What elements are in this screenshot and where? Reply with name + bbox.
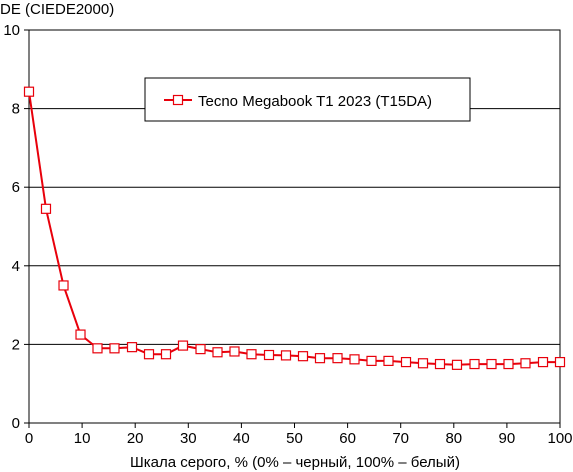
data-point [537, 356, 549, 368]
y-tick-label: 6 [12, 179, 20, 196]
data-point [58, 280, 69, 291]
data-point [383, 355, 394, 367]
series-group [23, 86, 566, 370]
data-point [469, 358, 480, 370]
data-point [349, 354, 360, 365]
x-tick-label: 100 [547, 430, 572, 447]
y-tick-label: 4 [12, 258, 20, 275]
y-axis-ticks: 0 2 4 6 8 10 [3, 22, 29, 432]
data-point [297, 351, 309, 362]
data-point [451, 359, 463, 370]
legend-marker [172, 94, 184, 106]
data-point [229, 346, 240, 357]
x-tick-label: 40 [233, 430, 250, 447]
x-axis-title: Шкала серого, % (0% – черный, 100% – бел… [130, 454, 460, 471]
x-tick-label: 10 [74, 430, 91, 447]
y-axis-title: DE (CIEDE2000) [0, 1, 114, 18]
x-tick-label: 20 [127, 430, 144, 447]
data-point [263, 349, 275, 361]
y-tick-label: 2 [12, 336, 20, 353]
legend-label: Tecno Megabook T1 2023 (T15DA) [198, 93, 432, 110]
y-tick-label: 8 [12, 101, 20, 118]
data-point [246, 349, 257, 360]
data-point [177, 340, 189, 351]
data-point [280, 350, 292, 361]
gridlines [29, 108, 560, 345]
data-point [23, 86, 35, 97]
legend: Tecno Megabook T1 2023 (T15DA) [144, 77, 471, 122]
x-tick-label: 0 [25, 430, 33, 447]
data-point [40, 203, 52, 214]
data-point [400, 356, 412, 368]
data-point [92, 343, 103, 354]
data-point [143, 349, 155, 360]
data-point [75, 329, 86, 340]
data-point [212, 347, 223, 358]
x-tick-label: 30 [180, 430, 197, 447]
data-point [417, 358, 429, 369]
data-point [314, 353, 326, 364]
data-point [520, 358, 531, 369]
data-point [109, 343, 120, 354]
x-tick-label: 70 [392, 430, 409, 447]
x-tick-label: 80 [445, 430, 462, 447]
data-point [503, 358, 514, 370]
legend-box [144, 77, 471, 122]
x-axis-ticks: 0 10 20 30 40 50 60 70 80 90 100 [25, 423, 573, 447]
y-tick-label: 10 [3, 22, 20, 39]
x-tick-label: 50 [286, 430, 303, 447]
data-point [366, 355, 377, 367]
data-point [554, 356, 566, 368]
x-tick-label: 90 [499, 430, 516, 447]
data-point [486, 358, 497, 370]
data-point [126, 342, 138, 353]
data-point [160, 349, 172, 360]
x-tick-label: 60 [339, 430, 356, 447]
data-point [434, 358, 446, 370]
data-point [332, 353, 343, 364]
y-tick-label: 0 [12, 415, 20, 432]
series-line [28, 91, 560, 366]
data-point [195, 344, 206, 355]
